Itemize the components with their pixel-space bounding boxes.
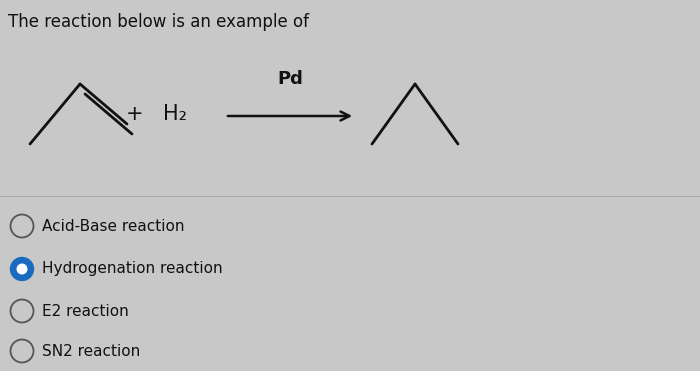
- Text: Acid-Base reaction: Acid-Base reaction: [42, 219, 185, 233]
- Text: The reaction below is an example of: The reaction below is an example of: [8, 13, 309, 31]
- Text: H₂: H₂: [163, 104, 187, 124]
- Text: E2 reaction: E2 reaction: [42, 303, 129, 318]
- Circle shape: [10, 257, 34, 280]
- Text: Hydrogenation reaction: Hydrogenation reaction: [42, 262, 223, 276]
- Text: +: +: [126, 104, 144, 124]
- Text: SN2 reaction: SN2 reaction: [42, 344, 140, 358]
- Text: Pd: Pd: [277, 70, 303, 88]
- Circle shape: [18, 264, 27, 274]
